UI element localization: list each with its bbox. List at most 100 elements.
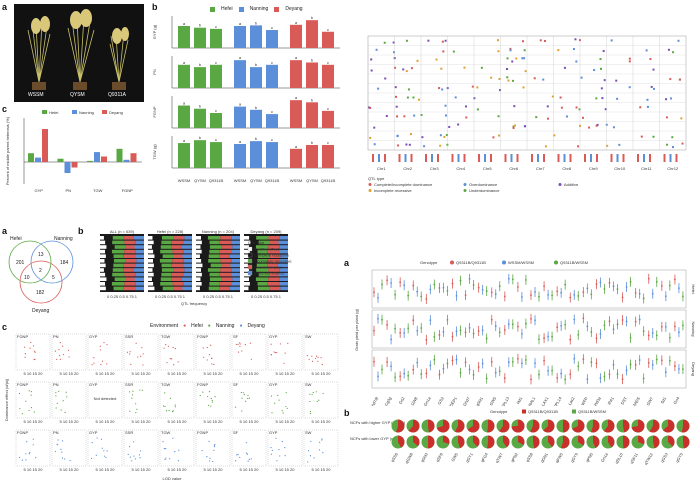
significance-letter: c: [271, 25, 273, 30]
qtl-marker: [506, 76, 509, 79]
qtl-marker: [628, 60, 631, 63]
genotype-mean-point: [433, 335, 436, 338]
scatter-subplot-frame: [15, 429, 51, 467]
qtl-type-segment: [113, 259, 126, 263]
bar: [123, 159, 130, 162]
genotype-mean-point: [403, 372, 406, 375]
pie-slice: [530, 419, 540, 433]
x-axis-label: LOD value: [163, 476, 183, 481]
group-tick-label: WSSM: [290, 178, 302, 183]
genotype-mean-point: [577, 333, 580, 336]
qtl-marker: [476, 86, 479, 89]
genotype-mean-point: [525, 359, 527, 361]
legend-swatch: [72, 110, 77, 114]
qtl-marker: [671, 136, 674, 139]
genotype-mean-point: [647, 334, 650, 337]
qtl-type-segment: [247, 263, 257, 268]
scatter-point: [90, 457, 93, 460]
scatter-point: [69, 459, 71, 462]
gene-position-tick: [398, 154, 401, 162]
scatter-point: [282, 412, 284, 414]
scatter-point: [66, 396, 68, 398]
scatter-subplot-frame: [195, 429, 231, 467]
genotype-mean-point: [420, 373, 423, 376]
qtl-marker: [423, 145, 426, 148]
scatter-subplot-trait: TGW: [161, 382, 171, 387]
genotype-mean-point: [485, 337, 488, 340]
qtl-type-legend-swatch: [247, 258, 253, 264]
qtl-marker: [602, 50, 605, 53]
scatter-point: [135, 403, 137, 405]
scatter-point: [138, 454, 141, 456]
bar: [210, 28, 222, 48]
genotype-mean-point: [517, 358, 519, 360]
qtl-marker: [595, 97, 598, 100]
gene-tick-label: Gn4: [672, 395, 680, 405]
scatter-point: [35, 457, 37, 459]
right-a-genotype-chart: Genotype Q9311B/Q9311B WSSM/WSSM Q9311B/WSS…: [354, 260, 696, 406]
pie-slice: [467, 419, 480, 433]
scatter-subplot-frame: [303, 429, 339, 467]
qtl-type-segment: [148, 272, 154, 277]
legend-deyang-swatch: [274, 6, 280, 12]
genotype-mean-point: [511, 323, 514, 326]
scatter-subplot-frame: [195, 381, 231, 419]
qtl-type-segment: [123, 286, 136, 291]
genotype-mean-point: [481, 289, 484, 291]
scatter-subplot-frame: [267, 333, 303, 371]
qtl-type-segment: [269, 254, 281, 258]
pie-gene-label: qPN5: [585, 451, 595, 463]
qtl-type-segment: [162, 286, 174, 291]
y-axis-label: FGNP: [152, 106, 157, 117]
scatter-point: [28, 409, 30, 412]
qtl-type-segment: [196, 263, 203, 268]
scatter-point: [93, 362, 95, 364]
qtl-type-segment: [153, 282, 161, 286]
genotype-mean-point: [412, 368, 415, 371]
qtl-type-legend-swatch: [247, 264, 253, 270]
scatter-point: [214, 396, 216, 398]
genotype-mean-point: [569, 338, 572, 341]
scatter-point: [30, 341, 32, 344]
qtl-marker: [465, 116, 468, 119]
scatter-point: [129, 353, 131, 355]
bar: [178, 64, 190, 88]
scatter-point: [249, 342, 252, 344]
x-tick-labels: 5 10 15 20: [168, 371, 188, 376]
pie-slice: [631, 419, 645, 433]
significance-letter: a: [183, 101, 186, 106]
genotype-mean-point: [459, 279, 462, 282]
gene-position-tick: [372, 154, 374, 162]
scatter-point: [141, 347, 143, 349]
qtl-type-segment: [162, 254, 174, 258]
pie-slice: [395, 419, 405, 433]
significance-letter: c: [271, 60, 273, 65]
pie-slice: [662, 419, 675, 433]
qtl-marker: [610, 39, 613, 42]
qtl-type-segment: [196, 259, 202, 263]
scatter-point: [163, 448, 166, 450]
qtl-type-segment: [123, 236, 134, 240]
genotype-mean-point: [381, 283, 383, 286]
qtl-type-segment: [105, 249, 112, 254]
not-detected-label: Not detected: [94, 396, 117, 401]
qtl-type-segment: [161, 272, 172, 277]
qtl-marker: [480, 66, 483, 69]
qtl-type-segment: [171, 263, 184, 268]
pie-slice: [543, 419, 555, 433]
chromosome-label: Chr12: [667, 166, 679, 171]
qtl-marker: [452, 50, 455, 53]
qtl-type-segment: [209, 245, 222, 249]
qtl-marker: [439, 144, 442, 147]
qtl-type-segment: [148, 286, 155, 291]
qtl-marker: [535, 116, 538, 119]
genotype-mean-point: [599, 333, 602, 335]
bar: [178, 143, 190, 168]
qtl-type-segment: [196, 268, 202, 272]
qtl-type-segment: [257, 254, 270, 258]
scatter-point: [321, 439, 323, 441]
scatter-point: [25, 400, 27, 402]
qtl-type-segment: [219, 249, 232, 254]
qtl-type-segment: [114, 245, 126, 249]
genotype-mean-point: [429, 319, 432, 321]
